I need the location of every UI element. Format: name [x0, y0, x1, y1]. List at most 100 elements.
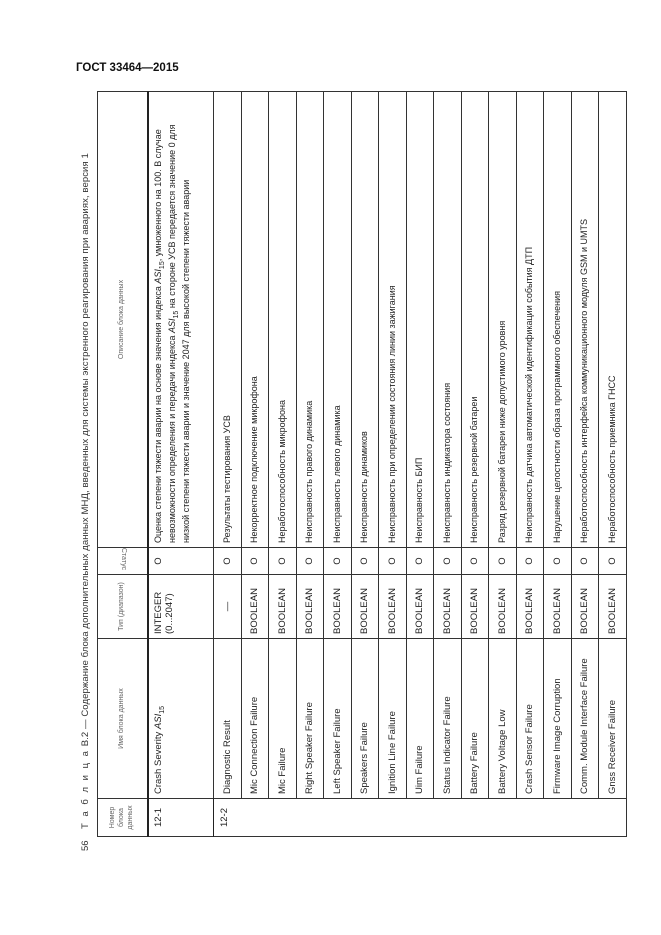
cell-status: O — [488, 547, 516, 575]
table-row: Uim Failure BOOLEAN O Неисправность БИП — [406, 91, 434, 837]
desc-sub: 15 — [172, 310, 180, 319]
cell-name: Left Speaker Failure — [323, 638, 351, 799]
header-number: Номер блока данных — [97, 798, 148, 837]
cell-type: — — [213, 574, 241, 639]
table-row: Gnss Receiver Failure BOOLEAN O Неработоспо… — [598, 91, 626, 837]
data-block-table: Номер блока данных Имя блока данных Тип … — [97, 91, 627, 837]
cell-description: Оценка степени тяжести аварии на основе … — [148, 91, 214, 548]
cell-name: Battery Voltage Low — [488, 638, 516, 799]
cell-status: O — [351, 547, 379, 575]
cell-name: Mic Failure — [268, 638, 296, 799]
caption-text: В.2 — Содержание блока дополнительных да… — [80, 153, 91, 747]
cell-description: Неработоспособность микрофона — [268, 91, 296, 548]
cell-description: Неисправность левого динамика — [323, 91, 351, 548]
cell-type: BOOLEAN — [406, 574, 434, 639]
cell-type: BOOLEAN — [571, 574, 599, 639]
cell-description: Некорректное подключение микрофона — [241, 91, 269, 548]
table-row: Firmware Image Corruption BOOLEAN O Нарушен… — [543, 91, 571, 837]
table-row: 12-1 Crash Severity ASI15 INTEGER (0...20… — [148, 91, 214, 837]
table-row: Comm. Module Interface Failure BOOLEAN O Не… — [571, 91, 599, 837]
cell-type: BOOLEAN — [323, 574, 351, 639]
cell-type: BOOLEAN — [268, 574, 296, 639]
table-row: Left Speaker Failure BOOLEAN O Неисправност… — [323, 91, 351, 837]
cell-description: Неисправность резервной батареи — [461, 91, 489, 548]
table-row: Right Speaker Failure BOOLEAN O Неисправнос… — [296, 91, 324, 837]
cell-description: Разряд резервной батареи ниже допустимог… — [488, 91, 516, 548]
caption-prefix: Т а б л и ц а — [80, 749, 91, 829]
type-line1: INTEGER — [153, 591, 164, 634]
name-sub: 15 — [158, 705, 166, 714]
table-header-row: Номер блока данных Имя блока данных Тип … — [97, 91, 148, 837]
cell-status: O — [461, 547, 489, 575]
cell-name: Right Speaker Failure — [296, 638, 324, 799]
cell-status: O — [543, 547, 571, 575]
cell-description: Неисправность БИП — [406, 91, 434, 548]
header-status: Статус — [97, 547, 148, 575]
cell-type: BOOLEAN — [378, 574, 406, 639]
cell-status: O — [268, 547, 296, 575]
cell-type: BOOLEAN — [461, 574, 489, 639]
table-row: Crash Sensor Failure BOOLEAN O Неисправност… — [516, 91, 544, 837]
table-row: Status Indicator Failure BOOLEAN O Неисправ… — [433, 91, 461, 837]
cell-type: BOOLEAN — [598, 574, 626, 639]
header-status-text: Статус — [119, 547, 127, 570]
cell-name: Battery Failure — [461, 638, 489, 799]
cell-status: O — [213, 547, 241, 575]
cell-name: Crash Sensor Failure — [516, 638, 544, 799]
cell-name: Status Indicator Failure — [433, 638, 461, 799]
cell-description: Нарушение целостности образа программног… — [543, 91, 571, 548]
cell-number: 12-1 — [148, 798, 214, 837]
cell-status: O — [406, 547, 434, 575]
cell-name: Comm. Module Interface Failure — [571, 638, 599, 799]
cell-status: O — [433, 547, 461, 575]
cell-name: Mic Connection Failure — [241, 638, 269, 799]
cell-type: BOOLEAN — [351, 574, 379, 639]
table-row: Mic Failure BOOLEAN O Неработоспособность м… — [268, 91, 296, 837]
cell-status: O — [241, 547, 269, 575]
cell-type: INTEGER (0...2047) — [148, 574, 214, 639]
table-row: 12-2 Diagnostic Result — O Результаты тестир… — [213, 91, 626, 837]
cell-description: Неработоспособность интерфейса коммуника… — [571, 91, 599, 548]
cell-type: BOOLEAN — [516, 574, 544, 639]
cell-status: O — [296, 547, 324, 575]
table-row: Ignition Line Failure BOOLEAN O Неисправнос… — [378, 91, 406, 837]
cell-status: O — [516, 547, 544, 575]
cell-status: O — [378, 547, 406, 575]
header-name: Имя блока данных — [97, 638, 148, 799]
cell-status: O — [571, 547, 599, 575]
desc-sub: 15 — [158, 261, 166, 270]
cell-status: O — [148, 547, 214, 575]
table-caption: Т а б л и ц а В.2 — Содержание блока доп… — [80, 153, 91, 829]
cell-number: 12-2 — [213, 798, 626, 837]
cell-description: Неработоспособность приемника ГНСС — [598, 91, 626, 548]
cell-name: Crash Severity ASI15 — [148, 638, 214, 799]
table-row: Mic Connection Failure BOOLEAN O Некорректн… — [241, 91, 269, 837]
cell-description: Неисправность правого динамика — [296, 91, 324, 548]
cell-description: Результаты тестирования УСВ — [213, 91, 241, 548]
cell-name: Diagnostic Result — [213, 638, 241, 799]
table-row: Battery Voltage Low BOOLEAN O Разряд резерв… — [488, 91, 516, 837]
header-description: Описание блока данных — [97, 91, 148, 548]
desc-italic: ASI — [153, 269, 163, 284]
cell-type: BOOLEAN — [543, 574, 571, 639]
cell-description: Неисправность при определении состояния … — [378, 91, 406, 548]
cell-description: Неисправность динамиков — [351, 91, 379, 548]
cell-status: O — [598, 547, 626, 575]
cell-type: BOOLEAN — [433, 574, 461, 639]
type-line2: (0...2047) — [164, 593, 175, 634]
cell-type: BOOLEAN — [488, 574, 516, 639]
desc-part: Оценка степени тяжести аварии на основе … — [153, 283, 163, 543]
cell-name: Firmware Image Corruption — [543, 638, 571, 799]
table-row: Speakers Failure BOOLEAN O Неисправность ди… — [351, 91, 379, 837]
caption-line: 56 Т а б л и ц а В.2 — Содержание блока … — [75, 91, 97, 851]
cell-name: Gnss Receiver Failure — [598, 638, 626, 799]
header-type: Тип (диапазон) — [97, 574, 148, 639]
rotated-table-block: 56 Т а б л и ц а В.2 — Содержание блока … — [75, 91, 626, 851]
cell-name: Ignition Line Failure — [378, 638, 406, 799]
cell-description: Неисправность индикатора состояния — [433, 91, 461, 548]
table-row: Battery Failure BOOLEAN O Неисправность рез… — [461, 91, 489, 837]
cell-status: O — [323, 547, 351, 575]
cell-name: Uim Failure — [406, 638, 434, 799]
name-text: Crash Severity — [153, 729, 164, 794]
cell-type: BOOLEAN — [241, 574, 269, 639]
